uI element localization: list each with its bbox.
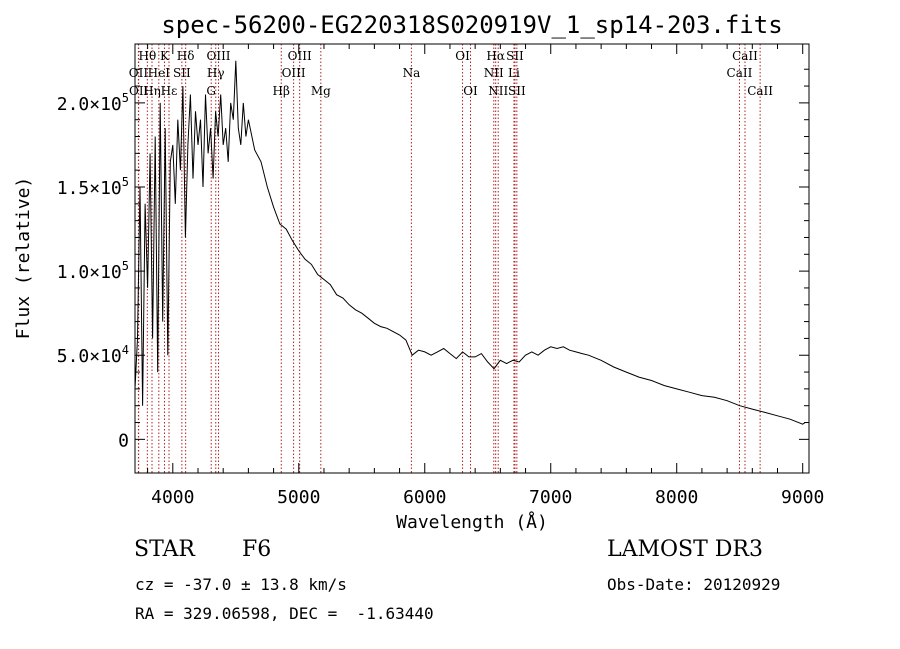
x-tick-label: 6000 [403, 487, 446, 508]
spectral-line-label: OI [455, 49, 470, 63]
y-tick-label: 1.0×105 [57, 259, 129, 283]
spectral-line-label: Hε [161, 84, 178, 98]
spectral-line-label: OIII [288, 49, 312, 63]
object-class: STAR [134, 537, 195, 562]
spectral-line-label: Hη [143, 84, 161, 98]
object-subclass: F6 [242, 537, 272, 562]
x-tick-label: 7000 [529, 487, 572, 508]
x-axis-label: Wavelength (Å) [396, 511, 548, 533]
spectral-line-label: OII [129, 66, 149, 80]
spectral-line-label: Hγ [207, 66, 225, 80]
x-tick-label: 4000 [151, 487, 194, 508]
plot-frame [134, 43, 810, 474]
spectral-line-label: OIII [206, 49, 230, 63]
spectral-line-label: OIII [282, 66, 306, 80]
x-tick-label: 9000 [781, 487, 824, 508]
spectral-line-label: Li [508, 66, 520, 80]
spectral-line-label: OII [129, 84, 149, 98]
spectral-line-markers [137, 44, 761, 473]
spectral-line-label: Hβ [273, 84, 290, 98]
spectral-line-label: CaII [747, 84, 773, 98]
spectral-line-label: SII [173, 66, 191, 80]
spectral-line-label: G [206, 84, 216, 98]
spectral-line-label: NII [484, 66, 504, 80]
spectral-line-label: NII [488, 84, 508, 98]
spectral-line-label: Hα [486, 49, 505, 63]
x-tick-label: 5000 [277, 487, 320, 508]
series-line-spectrum [134, 60, 806, 425]
survey-name: LAMOST DR3 [607, 537, 763, 562]
spectral-line-label: SII [506, 49, 524, 63]
spectral-line-label: HeI [148, 66, 171, 80]
spectral-line-label: Mg [311, 84, 331, 98]
y-tick-label: 0 [118, 430, 129, 451]
spectral-line-label: SII [508, 84, 526, 98]
obs-date: Obs-Date: 20120929 [607, 575, 781, 594]
chart-title: spec-56200-EG220318S020919V_1_sp14-203.f… [161, 11, 782, 39]
redshift-cz: cz = -37.0 ± 13.8 km/s [135, 575, 347, 594]
spectral-line-label: K [160, 49, 170, 63]
y-tick-label: 2.0×105 [57, 91, 129, 115]
spectral-line-label: Hθ [138, 49, 156, 63]
y-axis-label: Flux (relative) [13, 177, 34, 340]
axis-ticks: 4000 5000 6000 7000 8000 9000 0 5.0×104 1.0×105 1… [57, 44, 824, 508]
spectral-line-label: CaII [732, 49, 758, 63]
spectral-line-label: CaII [727, 66, 753, 80]
series-layer [134, 60, 806, 425]
spectrum-plot: spec-56200-EG220318S020919V_1_sp14-203.f… [13, 11, 824, 533]
spectral-line-label: Hδ [177, 49, 195, 63]
y-tick-label: 1.5×105 [57, 175, 129, 199]
spectral-line-label: Na [403, 66, 421, 80]
coordinates: RA = 329.06598, DEC = -1.63440 [135, 604, 434, 623]
spectral-line-label: OI [463, 84, 478, 98]
y-tick-label: 5.0×104 [57, 343, 129, 367]
x-tick-label: 8000 [655, 487, 698, 508]
